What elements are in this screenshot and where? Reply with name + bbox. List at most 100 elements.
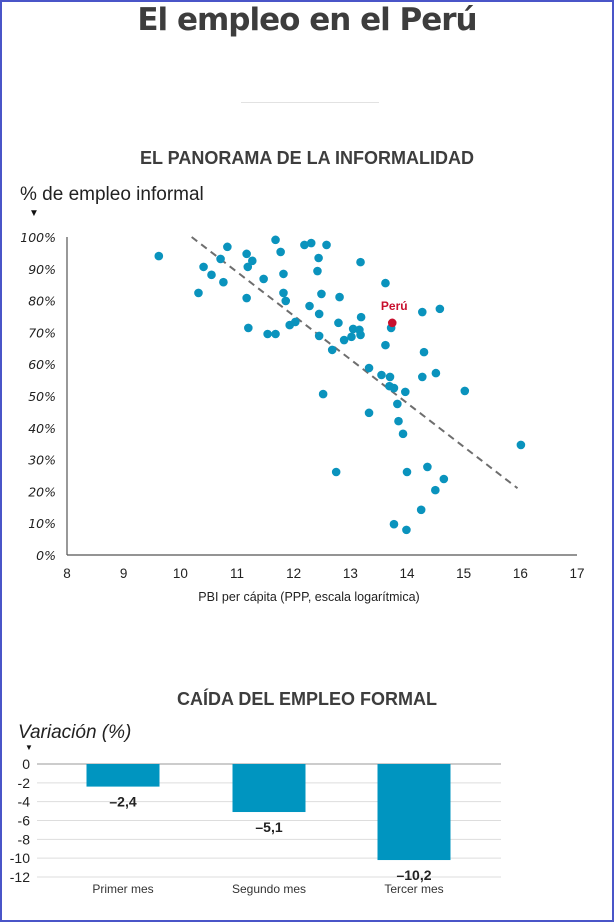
- scatter-xtick-label: 15: [456, 566, 471, 581]
- scatter-point: [389, 519, 399, 529]
- page-title: El empleo en el Perú: [137, 2, 477, 38]
- scatter-ytick-label: 10%: [28, 516, 56, 531]
- bar-category-label: Primer mes: [92, 882, 153, 896]
- scatter-point: [398, 429, 408, 439]
- scatter-point: [364, 363, 374, 373]
- scatter-ylabel: % de empleo informal: [20, 184, 204, 205]
- scatter-point: [216, 254, 225, 264]
- scatter-xtick-label: 9: [120, 566, 128, 581]
- bar-ylabel-arrow-icon: ▼: [25, 743, 33, 752]
- scatter-point: [431, 485, 440, 495]
- bar: [377, 764, 451, 861]
- scatter-point: [385, 372, 395, 382]
- scatter-point: [418, 307, 427, 317]
- scatter-point: [281, 296, 291, 306]
- scatter-xtick-label: 17: [569, 566, 584, 581]
- scatter-point: [279, 288, 288, 298]
- scatter-point: [243, 262, 253, 272]
- scatter-ylabel-arrow-icon: ▼: [29, 208, 39, 219]
- bar-ytick-label: 0: [22, 756, 30, 772]
- scatter-trendline: [191, 236, 519, 490]
- scatter-point: [402, 467, 412, 477]
- scatter-point: [271, 329, 280, 339]
- scatter-point: [419, 347, 429, 357]
- bar-ytick-label: -4: [18, 794, 31, 810]
- scatter-xtick-label: 14: [399, 566, 415, 581]
- scatter-point: [416, 505, 426, 515]
- bar-ylabel: Variación (%): [18, 722, 132, 743]
- scatter-xtick-label: 10: [173, 566, 188, 581]
- scatter-point: [322, 240, 331, 250]
- scatter-point: [356, 312, 366, 322]
- scatter-xtick-label: 12: [286, 566, 301, 581]
- scatter-point: [154, 251, 164, 261]
- scatter-ytick-label: 50%: [28, 389, 56, 404]
- scatter-point: [219, 277, 228, 287]
- bar-category-label: Segundo mes: [232, 882, 306, 896]
- scatter-highlight-label: Perú: [381, 299, 408, 313]
- scatter-point: [327, 345, 337, 355]
- scatter-xtick-label: 13: [343, 566, 358, 581]
- scatter-point: [300, 240, 309, 250]
- scatter-point: [431, 368, 441, 378]
- scatter-point: [314, 331, 324, 341]
- scatter-point: [199, 262, 208, 272]
- scatter-point: [356, 330, 365, 340]
- scatter-xtick-label: 16: [513, 566, 528, 581]
- scatter-point: [335, 292, 344, 302]
- scatter-point: [394, 416, 403, 426]
- bar-value-label: –10,2: [396, 867, 431, 883]
- scatter-point: [381, 340, 390, 350]
- bar: [86, 764, 160, 787]
- scatter-point: [347, 332, 356, 342]
- scatter-point: [207, 270, 216, 280]
- scatter-ytick-label: 100%: [20, 230, 56, 245]
- bar-category-label: Tercer mes: [384, 882, 443, 896]
- scatter-point: [271, 235, 280, 245]
- scatter-point: [259, 274, 268, 284]
- scatter-point: [423, 462, 432, 472]
- scatter-point: [194, 288, 203, 298]
- scatter-point: [314, 309, 324, 319]
- scatter-point: [276, 247, 285, 257]
- scatter-point: [339, 335, 349, 345]
- scatter-point: [435, 304, 445, 314]
- bar: [232, 764, 306, 813]
- scatter-ytick-label: 60%: [28, 357, 56, 372]
- scatter-point: [306, 238, 316, 248]
- scatter-point: [401, 387, 410, 397]
- scatter-point: [248, 256, 257, 266]
- title-separator: [241, 102, 379, 103]
- scatter-point: [460, 386, 470, 396]
- scatter-point: [313, 266, 322, 276]
- scatter-point: [242, 249, 251, 259]
- scatter-point: [291, 317, 300, 327]
- scatter-xlabel: PBI per cápita (PPP, escala logarítmica): [198, 590, 419, 604]
- bar-ytick-label: -8: [18, 831, 31, 847]
- scatter-point: [356, 257, 365, 267]
- scatter-ytick-label: 70%: [28, 325, 56, 340]
- scatter-point-peru: [387, 318, 397, 328]
- scatter-point: [389, 383, 399, 393]
- scatter-ytick-label: 90%: [28, 262, 56, 277]
- bar-ytick-label: -10: [10, 850, 30, 866]
- scatter-point: [318, 389, 328, 399]
- scatter-point: [516, 440, 526, 450]
- scatter-point: [381, 278, 390, 288]
- bar-value-label: –5,1: [255, 819, 282, 835]
- scatter-point: [279, 269, 288, 279]
- scatter-point: [418, 372, 427, 382]
- scatter-xtick-label: 8: [63, 566, 71, 581]
- scatter-ytick-label: 20%: [28, 484, 56, 499]
- scatter-point: [244, 323, 253, 333]
- scatter-xtick-label: 11: [230, 566, 244, 581]
- bar-value-label: –2,4: [109, 794, 136, 810]
- scatter-point: [263, 329, 272, 339]
- bar-ytick-label: -12: [10, 869, 30, 885]
- scatter-point: [223, 242, 232, 252]
- scatter-point: [402, 525, 411, 535]
- scatter-point: [331, 467, 341, 477]
- scatter-point: [364, 408, 374, 418]
